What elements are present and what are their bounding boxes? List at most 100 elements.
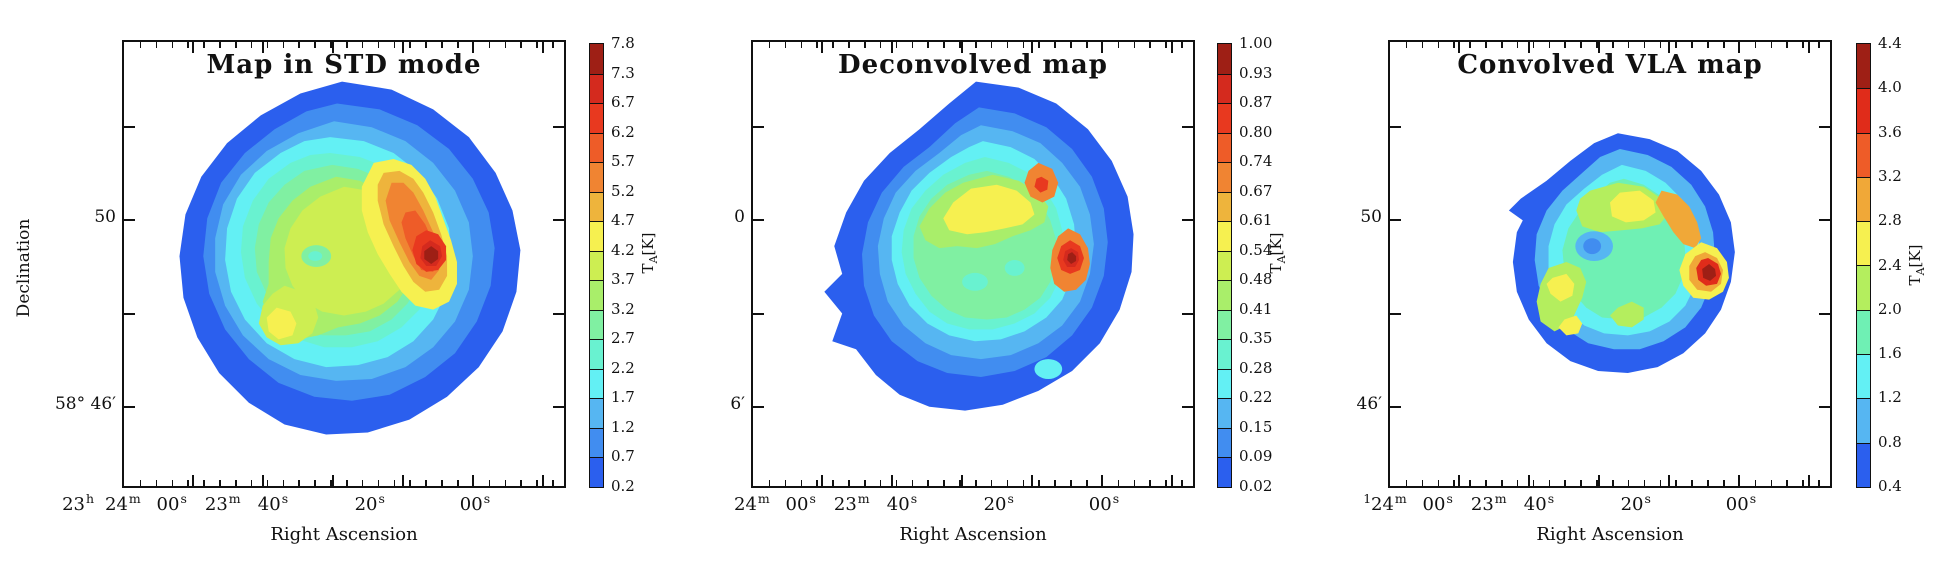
minor-tick [250, 480, 253, 486]
major-tick [753, 126, 764, 129]
minor-tick [1723, 480, 1725, 486]
minor-tick [1149, 480, 1151, 486]
major-tick [553, 312, 564, 315]
major-tick [124, 126, 135, 129]
unit-sub: A [1275, 255, 1288, 264]
colorbar-tick-label: 2.2 [611, 358, 635, 377]
x-tick-label-text: 40 [1523, 494, 1547, 515]
minor-tick [1707, 42, 1709, 48]
x-tick-label: 20s [983, 491, 1014, 515]
minor-tick [1723, 42, 1725, 48]
minor-tick [298, 42, 300, 48]
panel-title: Deconvolved map [838, 50, 1108, 80]
x-tick-label-sup: 1 [1363, 491, 1372, 506]
colorbar-tick-label: 3.7 [611, 270, 635, 289]
minor-tick [784, 480, 787, 486]
minor-tick [1516, 42, 1519, 48]
colorbar-tick-label: 7.3 [611, 63, 635, 82]
minor-tick [1818, 480, 1820, 486]
minor-tick [139, 42, 142, 48]
minor-tick [1548, 480, 1551, 486]
x-tick-label-sup: s [1112, 491, 1120, 506]
minor-tick [536, 480, 538, 486]
major-tick [541, 42, 544, 53]
y-tick-label: 46′ [1356, 393, 1383, 414]
colorbar-tick-label: 0.7 [611, 447, 635, 466]
colorbar-block [1857, 398, 1870, 443]
colorbar-tick-label: 3.2 [611, 299, 635, 318]
minor-tick [219, 42, 221, 48]
major-tick [191, 42, 194, 53]
minor-tick [219, 480, 221, 486]
colorbar-tick-label: 4.2 [611, 240, 635, 259]
colorbar-tick-label: 1.6 [1878, 344, 1902, 363]
colorbar-tick-label: 0.93 [1239, 63, 1273, 82]
minor-tick [393, 42, 396, 48]
x-tick-label-sup: s [1446, 491, 1453, 506]
x-tick-label-sup: h [85, 491, 95, 506]
major-tick [262, 475, 265, 486]
colorbar-tick-label: 0.80 [1239, 122, 1273, 141]
minor-tick [1643, 480, 1646, 486]
x-tick-label: 20s [1621, 491, 1651, 515]
colorbar-unit-label: TA[K] [1906, 244, 1927, 286]
minor-tick [1754, 42, 1757, 48]
x-tick-label-text: 20 [983, 494, 1007, 515]
x-tick-label: 24m [105, 491, 141, 515]
minor-tick [1469, 480, 1471, 486]
minor-tick [504, 42, 507, 48]
x-tick-label-sup: m [1394, 491, 1407, 506]
contour-map-deconvolved [824, 81, 1134, 411]
unit-bracket: [K] [1267, 232, 1285, 256]
minor-tick [1802, 42, 1804, 48]
colorbar-tick-label: 1.7 [611, 388, 635, 407]
minor-tick [990, 480, 993, 486]
panel-title: Convolved VLA map [1457, 50, 1763, 80]
minor-tick [1022, 42, 1025, 48]
x-tick-label-text: 23 [833, 494, 857, 515]
x-tick-label-sup: s [281, 491, 289, 506]
colorbar-block [1218, 191, 1231, 222]
minor-tick [377, 42, 380, 48]
panel-title: Map in STD mode [206, 50, 482, 80]
major-tick [553, 126, 564, 129]
x-tick-label-sup: m [128, 491, 141, 506]
minor-tick [1627, 480, 1630, 486]
minor-tick [1580, 42, 1582, 48]
x-tick-label: 20s [355, 491, 385, 515]
colorbar-block [590, 221, 603, 251]
x-tick-label: 00s [1423, 491, 1453, 515]
major-tick [1030, 42, 1033, 53]
x-tick-label-text: 40 [257, 494, 281, 515]
minor-tick [1707, 480, 1709, 486]
minor-tick [1165, 480, 1167, 486]
minor-tick [1006, 42, 1009, 48]
major-tick [753, 405, 764, 408]
colorbar-tick-label: 0.74 [1239, 152, 1273, 171]
major-tick [753, 219, 764, 222]
minor-tick [1596, 480, 1598, 486]
x-tick-label: 23m [833, 491, 870, 515]
minor-tick [1437, 480, 1440, 486]
y-tick-label: 50 [1360, 207, 1382, 228]
colorbar-block [590, 250, 603, 281]
colorbar-block [1857, 88, 1870, 133]
minor-tick [155, 480, 158, 486]
major-tick [1390, 405, 1401, 408]
colorbar-block [1218, 132, 1231, 163]
major-tick [331, 42, 334, 53]
y-axis-title: Declination [14, 218, 34, 318]
major-tick [1182, 126, 1193, 129]
minor-tick [800, 42, 803, 48]
x-tick-label: 00s [157, 491, 187, 515]
colorbar-block [1857, 309, 1870, 355]
major-tick [541, 475, 544, 486]
colorbar-tick-label: 3.6 [1878, 122, 1902, 141]
minor-tick [1691, 42, 1693, 48]
minor-tick [959, 480, 961, 486]
unit-main: T [639, 263, 657, 274]
minor-tick [1086, 480, 1088, 486]
minor-tick [1453, 42, 1455, 48]
unit-bracket: [K] [1906, 244, 1924, 268]
minor-tick [235, 480, 237, 486]
